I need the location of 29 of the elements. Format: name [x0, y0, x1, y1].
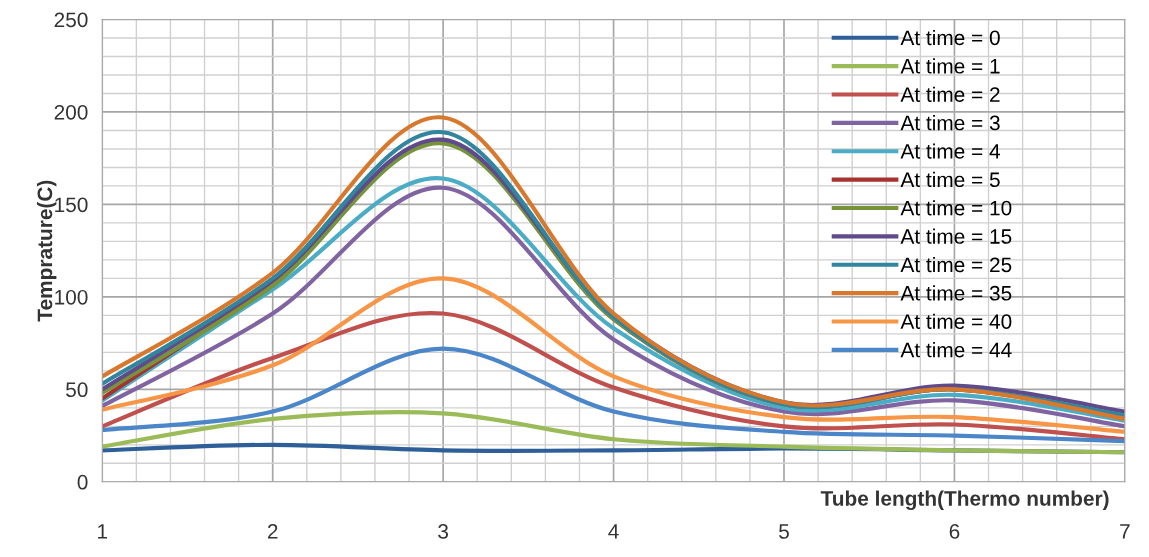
legend-label: At time = 3 [900, 115, 1000, 131]
legend-label: At time = 25 [900, 256, 1012, 273]
legend-label: At time = 2 [900, 86, 1000, 102]
legend-label: At time = 40 [900, 313, 1012, 329]
x-tick-label: 5 [779, 524, 789, 539]
legend-label: At time = 5 [900, 171, 1000, 188]
x-tick-label: 4 [608, 524, 619, 539]
y-axis-title: Temprature(C) [36, 180, 57, 322]
legend-label: At time = 15 [900, 228, 1012, 244]
legend-label: At time = 10 [900, 200, 1012, 216]
x-axis-title: Tube length(Thermo number) [820, 490, 1109, 511]
y-tick-label: 50 [66, 382, 88, 398]
y-tick-label: 250 [54, 12, 88, 28]
line-series [102, 310, 1125, 442]
legend-label: At time = 35 [900, 285, 1012, 301]
x-tick-label: 1 [98, 524, 108, 539]
legend-label: At time = 1 [900, 58, 1000, 74]
y-tick-label: 200 [54, 104, 88, 120]
x-tick-label: 6 [949, 524, 960, 539]
y-tick-label: 0 [77, 474, 88, 490]
x-tick-label: 3 [438, 524, 449, 539]
x-tick-label: 7 [1120, 524, 1130, 539]
x-tick-label: 2 [267, 524, 278, 539]
line-series [102, 276, 1125, 434]
y-tick-label: 100 [55, 289, 88, 305]
legend-label: At time = 44 [900, 342, 1012, 358]
legend-label: At time = 0 [900, 29, 1000, 46]
y-tick-label: 150 [55, 197, 88, 213]
legend-label: At time = 4 [900, 143, 1000, 159]
